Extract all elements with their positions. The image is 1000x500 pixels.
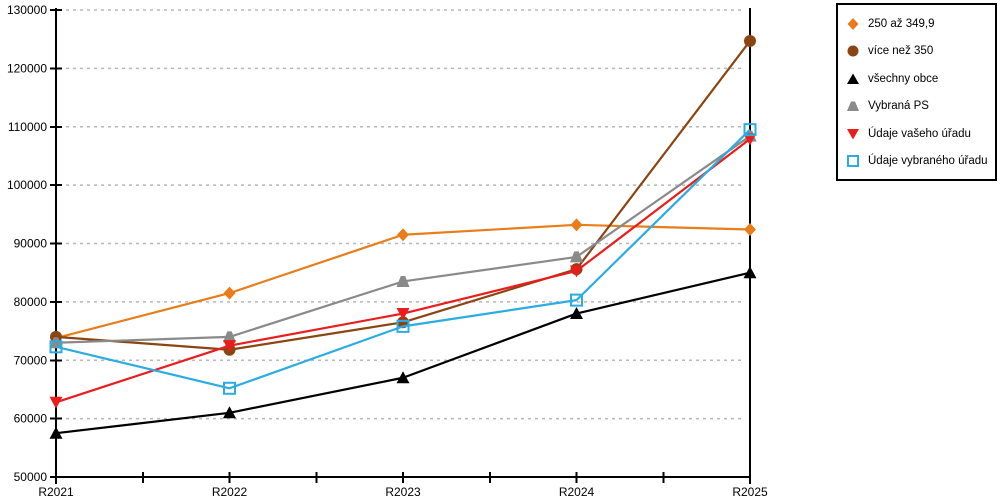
triangle-down-legend-icon (847, 128, 859, 140)
legend-item: 250 až 349,9 (845, 10, 991, 38)
triangle-up-legend-icon (847, 73, 859, 84)
data-point (397, 228, 409, 242)
legend-label: 250 až 349,9 (868, 17, 935, 30)
data-point (570, 265, 583, 278)
legend-marker-shape (847, 73, 859, 84)
legend-label: více než 350 (868, 45, 934, 58)
series-line (55, 271, 751, 435)
data-point (743, 123, 757, 137)
series-line (55, 128, 751, 390)
x-tick-label: R2025 (732, 485, 768, 499)
data-point (49, 426, 63, 439)
triangle-up-flat-legend-icon (847, 101, 859, 112)
legend-marker-shape (847, 45, 859, 57)
diamond-legend-icon (847, 17, 859, 30)
y-tick-label: 80000 (14, 295, 48, 309)
data-point (49, 340, 63, 354)
data-point (743, 266, 757, 279)
data-point (396, 275, 410, 287)
x-tick-label: R2024 (559, 485, 595, 499)
legend-item: Údaje vašeho úřadu (845, 120, 991, 148)
data-point (743, 133, 757, 146)
data-point (744, 34, 756, 47)
square-open-legend-icon (847, 155, 859, 168)
y-tick-label: 70000 (14, 353, 48, 367)
data-point (223, 340, 236, 353)
data-point (570, 251, 583, 263)
legend-item: více než 350 (845, 38, 991, 66)
data-point (223, 406, 236, 419)
data-point (223, 286, 236, 300)
y-tick-label: 60000 (14, 412, 48, 426)
data-point (570, 218, 583, 232)
data-point (223, 381, 236, 395)
legend-label: Údaje vašeho úřadu (868, 127, 971, 140)
x-tick-label: R2022 (212, 485, 248, 499)
data-point (49, 396, 63, 409)
legend-label: Vybraná PS (868, 100, 929, 113)
data-point (570, 307, 583, 320)
chart-legend: 250 až 349,9 více než 350 všechny obce Vybr… (836, 3, 997, 181)
legend-marker-shape (847, 17, 859, 30)
y-tick-label: 120000 (7, 61, 47, 75)
y-tick-label: 50000 (14, 470, 48, 484)
data-point (396, 308, 410, 321)
legend-item: Vybraná PS (845, 93, 991, 121)
data-point (396, 319, 410, 333)
x-tick-label: R2021 (38, 485, 74, 499)
data-point (570, 293, 583, 307)
legend-item: Údaje vybraného úřadu (845, 148, 991, 176)
legend-marker-shape (847, 128, 859, 140)
series-line (55, 40, 751, 351)
legend-marker-shape (847, 101, 859, 112)
y-tick-label: 110000 (8, 120, 47, 134)
legend-label: všechny obce (868, 72, 939, 85)
y-tick-label: 100000 (7, 178, 47, 192)
legend-marker-shape (847, 155, 859, 168)
y-tick-label: 130000 (7, 3, 47, 17)
data-point (744, 222, 756, 236)
data-point (49, 337, 63, 349)
y-tick-label: 90000 (14, 237, 48, 251)
data-point (223, 331, 236, 343)
legend-item: všechny obce (845, 65, 991, 93)
circle-legend-icon (847, 45, 859, 57)
legend-label: Údaje vybraného úřadu (868, 155, 988, 168)
data-point (396, 371, 410, 384)
x-tick-label: R2023 (385, 485, 421, 499)
